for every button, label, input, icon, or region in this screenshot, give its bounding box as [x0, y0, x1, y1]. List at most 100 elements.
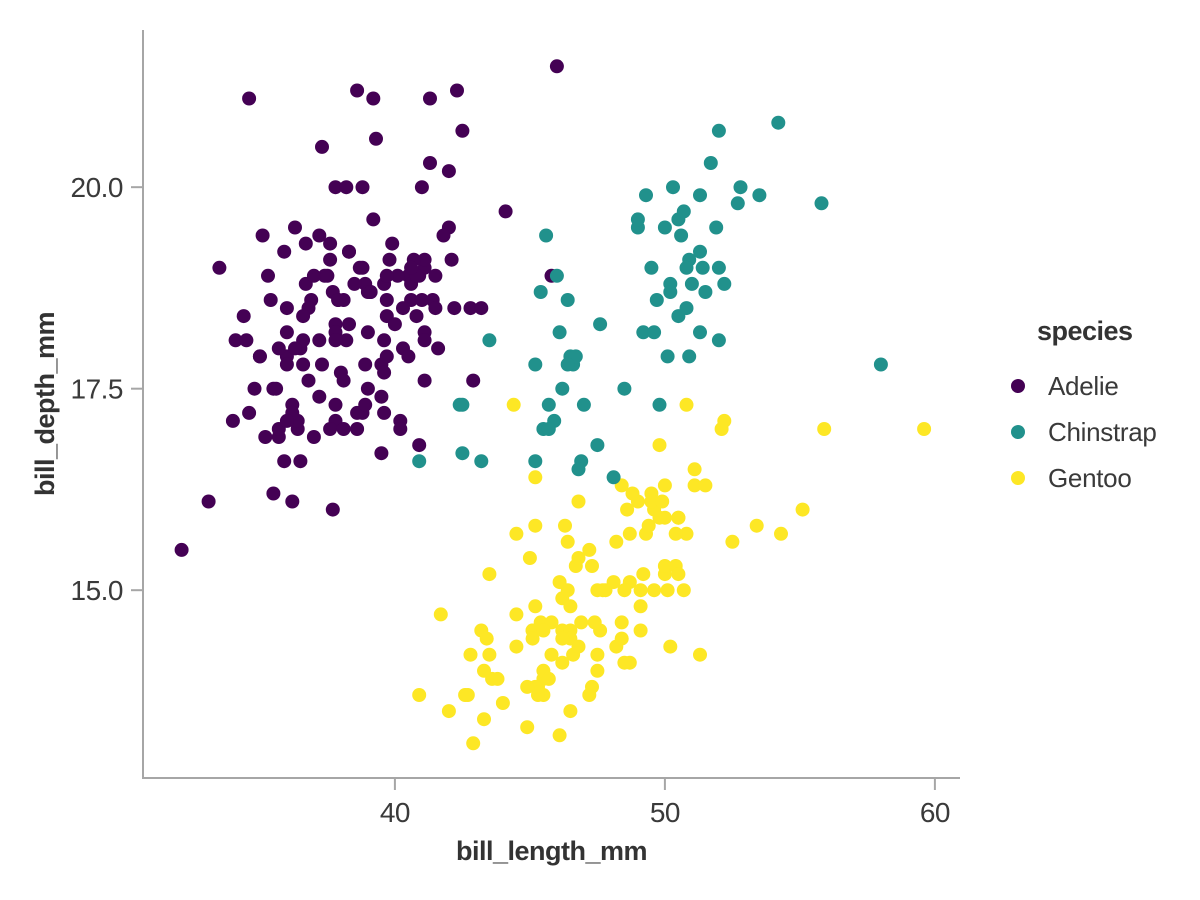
point-adelie	[271, 341, 286, 356]
point-adelie	[315, 357, 329, 372]
point-adelie	[328, 397, 343, 412]
point-gentoo	[506, 397, 521, 412]
point-gentoo	[560, 583, 575, 598]
point-chinstrap	[679, 260, 694, 275]
point-gentoo	[679, 526, 694, 541]
point-adelie	[387, 317, 402, 332]
point-adelie	[277, 244, 292, 259]
point-gentoo	[657, 478, 672, 493]
point-chinstrap	[571, 462, 586, 477]
point-gentoo	[490, 671, 505, 686]
point-gentoo	[536, 623, 551, 638]
point-chinstrap	[682, 349, 697, 364]
point-adelie	[342, 244, 356, 259]
point-chinstrap	[539, 228, 554, 243]
point-adelie	[441, 164, 456, 179]
point-adelie	[350, 83, 365, 98]
point-adelie	[474, 301, 489, 316]
point-adelie	[390, 268, 405, 283]
point-gentoo	[520, 679, 535, 694]
point-adelie	[366, 212, 381, 227]
point-adelie	[261, 268, 275, 283]
point-chinstrap	[555, 381, 570, 396]
point-chinstrap	[590, 438, 605, 453]
point-adelie	[306, 268, 321, 283]
point-chinstrap	[412, 454, 427, 469]
point-gentoo	[477, 712, 491, 727]
point-chinstrap	[549, 268, 564, 283]
point-adelie	[498, 204, 513, 219]
point-adelie	[385, 236, 400, 251]
point-adelie	[393, 422, 408, 436]
point-adelie	[417, 373, 432, 388]
point-gentoo	[693, 647, 707, 662]
point-adelie	[266, 486, 281, 501]
point-adelie	[306, 430, 321, 444]
point-adelie	[236, 309, 251, 324]
point-chinstrap	[636, 325, 651, 340]
point-gentoo	[671, 567, 686, 582]
point-adelie	[417, 252, 432, 267]
point-gentoo	[479, 631, 494, 646]
point-gentoo	[482, 647, 497, 662]
point-gentoo	[466, 736, 481, 751]
point-gentoo	[590, 647, 605, 662]
point-adelie	[279, 413, 294, 428]
point-gentoo	[528, 599, 543, 614]
point-gentoo	[725, 534, 740, 549]
point-chinstrap	[606, 470, 621, 485]
point-adelie	[347, 276, 362, 291]
point-gentoo	[528, 518, 543, 533]
point-gentoo	[520, 720, 535, 735]
point-adelie	[323, 422, 338, 436]
point-chinstrap	[733, 180, 748, 195]
point-chinstrap	[771, 115, 786, 130]
point-adelie	[423, 91, 437, 106]
point-gentoo	[652, 510, 667, 525]
legend-label: Chinstrap	[1048, 416, 1157, 447]
point-gentoo	[522, 551, 537, 565]
point-adelie	[258, 430, 273, 444]
point-adelie	[239, 333, 254, 348]
point-adelie	[279, 301, 294, 316]
point-gentoo	[509, 639, 524, 654]
point-gentoo	[687, 462, 702, 477]
legend-dot-icon	[1011, 379, 1025, 393]
point-chinstrap	[541, 422, 556, 436]
point-chinstrap	[711, 260, 726, 275]
point-chinstrap	[709, 220, 724, 235]
point-chinstrap	[482, 333, 497, 348]
point-adelie	[255, 228, 270, 243]
point-adelie	[450, 83, 464, 98]
point-adelie	[355, 180, 370, 195]
legend-item-adelie: Adelie	[1011, 363, 1157, 409]
point-adelie	[174, 542, 189, 557]
legend-dot-icon	[1011, 425, 1025, 439]
point-adelie	[279, 325, 294, 340]
point-gentoo	[587, 615, 602, 630]
x-tick-label: 50	[650, 797, 680, 828]
legend-label: Adelie	[1048, 370, 1119, 401]
point-gentoo	[647, 583, 662, 598]
point-adelie	[382, 252, 397, 267]
point-gentoo	[614, 615, 629, 630]
point-gentoo	[555, 655, 570, 670]
point-adelie	[312, 228, 327, 243]
point-adelie	[377, 365, 392, 380]
point-adelie	[436, 228, 451, 243]
point-adelie	[342, 317, 356, 332]
legend-dot-icon	[1011, 471, 1025, 485]
legend-title: species	[1037, 316, 1133, 346]
point-adelie	[242, 91, 257, 106]
point-adelie	[339, 180, 354, 195]
point-adelie	[360, 381, 375, 396]
point-gentoo	[582, 542, 597, 557]
point-adelie	[298, 236, 313, 251]
point-gentoo	[571, 639, 586, 654]
point-chinstrap	[873, 357, 888, 372]
point-chinstrap	[676, 204, 691, 219]
point-adelie	[301, 373, 316, 388]
point-adelie	[288, 341, 302, 356]
point-gentoo	[795, 502, 810, 517]
